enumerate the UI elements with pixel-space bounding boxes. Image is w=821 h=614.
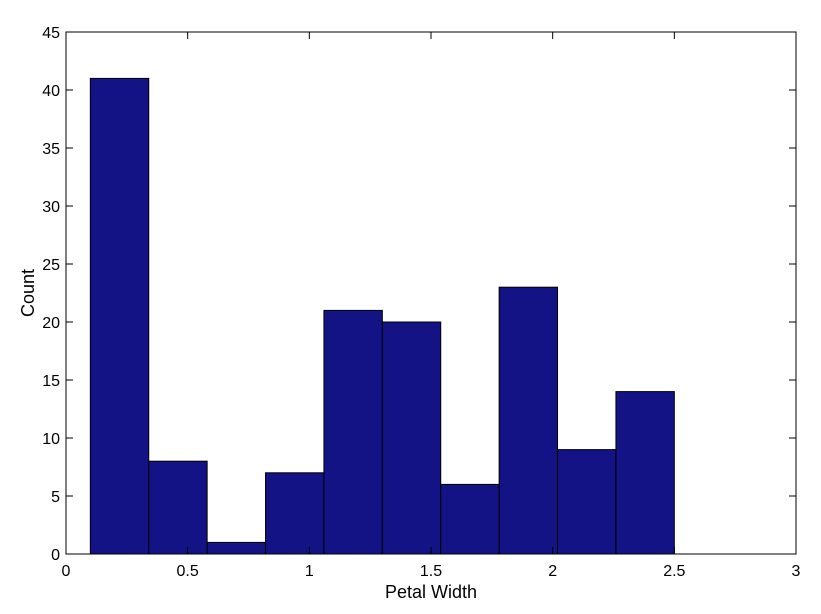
x-tick-label: 1.5 (420, 563, 442, 580)
histogram-bar (265, 472, 325, 555)
y-axis-title: Count (18, 269, 38, 317)
y-tick-label: 25 (42, 257, 60, 274)
y-tick-label: 40 (42, 83, 60, 100)
histogram-bar (498, 286, 559, 555)
y-tick-label: 5 (51, 489, 60, 506)
x-tick-label: 1 (305, 563, 314, 580)
histogram-bar (557, 449, 617, 555)
y-tick-label: 30 (42, 199, 60, 216)
y-tick-label: 10 (42, 431, 60, 448)
histogram-bar (148, 460, 208, 555)
histogram-bar (323, 309, 383, 555)
histogram-bar (89, 77, 150, 555)
y-tick-label: 15 (42, 373, 60, 390)
y-axis-ticks: 0 5 10 15 20 25 30 35 40 45 (42, 25, 796, 564)
histogram-bar (206, 541, 267, 555)
y-tick-label: 0 (51, 547, 60, 564)
x-tick-label: 3 (792, 563, 801, 580)
x-tick-label: 2.5 (663, 563, 685, 580)
x-axis-ticks: 0 0.5 1 1.5 2 2.5 3 (62, 32, 801, 580)
histogram-bar (381, 321, 442, 555)
x-tick-label: 0.5 (177, 563, 199, 580)
y-tick-label: 20 (42, 315, 60, 332)
histogram-bar (615, 391, 675, 555)
histogram-bar (440, 483, 500, 555)
y-tick-label: 35 (42, 141, 60, 158)
x-tick-label: 2 (548, 563, 557, 580)
bar-series (89, 77, 675, 555)
x-axis-title: Petal Width (385, 582, 477, 602)
x-tick-label: 0 (62, 563, 71, 580)
y-tick-label: 45 (42, 25, 60, 42)
